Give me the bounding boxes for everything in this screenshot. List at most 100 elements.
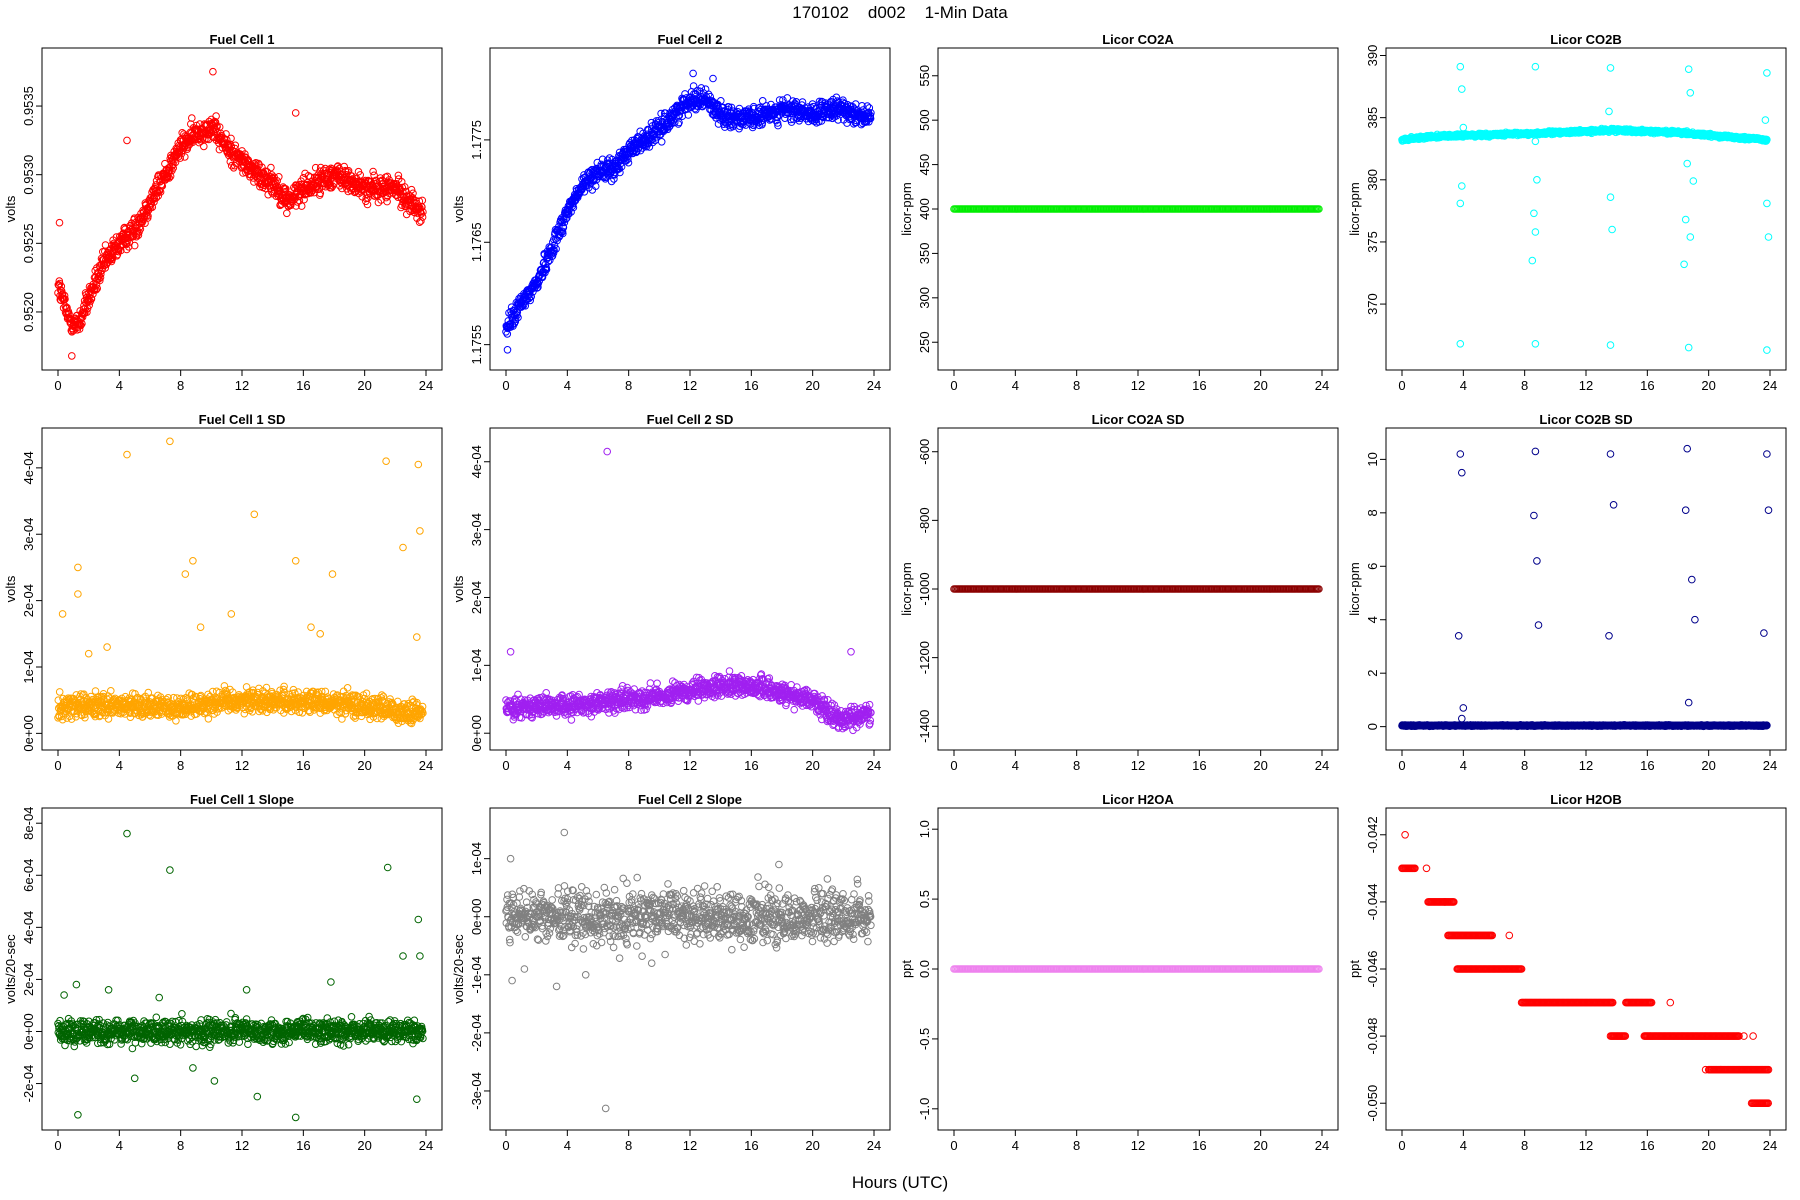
- x-tick-label: 12: [683, 378, 697, 393]
- panel-title: Fuel Cell 2: [657, 32, 722, 47]
- data-point: [68, 352, 76, 360]
- data-point: [419, 208, 427, 216]
- y-tick-label: 3e-04: [21, 518, 36, 551]
- data-points: [1398, 62, 1773, 354]
- data-point: [83, 308, 91, 317]
- y-tick-label: 500: [917, 109, 932, 131]
- data-point: [1458, 85, 1466, 93]
- x-tick-label: 4: [1460, 378, 1467, 393]
- data-point: [283, 209, 291, 218]
- y-tick-label: 4e-04: [469, 445, 484, 478]
- data-point: [55, 218, 64, 227]
- data-point: [96, 273, 105, 282]
- data-point: [74, 590, 82, 598]
- data-point: [418, 213, 427, 221]
- data-point: [1681, 215, 1690, 224]
- data-point: [328, 570, 337, 578]
- data-point: [287, 201, 295, 210]
- data-point: [273, 177, 282, 185]
- data-point: [413, 633, 421, 641]
- data-point: [1763, 346, 1771, 354]
- y-axis-label: licor-ppm: [899, 182, 914, 235]
- figure-title: 170102 d002 1-Min Data: [792, 3, 1008, 22]
- x-tick-label: 24: [1763, 378, 1777, 393]
- x-tick-label: 12: [235, 758, 249, 773]
- y-tick-label: 300: [917, 287, 932, 309]
- data-point: [1606, 193, 1615, 201]
- data-point: [136, 225, 145, 233]
- data-point: [657, 138, 666, 146]
- data-point: [383, 197, 391, 206]
- data-point: [196, 623, 205, 632]
- x-tick-label: 8: [1521, 378, 1528, 393]
- data-point: [1686, 89, 1695, 97]
- x-tick-label: 16: [744, 378, 758, 393]
- data-point: [152, 193, 161, 202]
- y-tick-label: 385: [1365, 107, 1380, 129]
- data-point: [222, 130, 230, 138]
- data-point: [204, 715, 213, 723]
- data-point: [166, 172, 175, 181]
- data-point: [95, 275, 103, 283]
- data-point: [282, 185, 290, 193]
- data-point: [1459, 123, 1468, 132]
- data-point: [195, 138, 203, 147]
- data-point: [172, 717, 180, 725]
- data-point: [149, 193, 158, 202]
- data-point: [416, 527, 424, 535]
- chart-panel: Fuel Cell 20 4 8 12 16 20 241.17551.17651.1775…: [451, 32, 891, 393]
- chart-panel: Fuel Cell 10 4 8 12 16 20 240.95200.95250.9530…: [3, 32, 443, 393]
- data-point: [296, 190, 305, 198]
- data-point: [56, 286, 65, 294]
- data-point: [417, 217, 425, 225]
- panel-title: Fuel Cell 2 SD: [647, 412, 734, 427]
- y-tick-label: 0e+00: [21, 715, 36, 752]
- y-tick-label: 0.9535: [21, 86, 36, 126]
- data-point: [78, 313, 87, 321]
- data-point: [418, 196, 427, 205]
- data-point: [383, 172, 392, 181]
- panel-title: Fuel Cell 1 SD: [199, 412, 286, 427]
- data-point: [709, 74, 717, 83]
- data-point: [1531, 137, 1540, 146]
- data-point: [307, 623, 315, 632]
- x-tick-label: 20: [1253, 378, 1267, 393]
- data-point: [144, 212, 152, 220]
- x-tick-label: 16: [296, 378, 310, 393]
- data-point: [227, 134, 235, 143]
- data-point: [291, 109, 300, 117]
- plot-frame: [1385, 47, 1787, 371]
- data-point: [327, 183, 336, 192]
- y-tick-label: 1e-04: [469, 649, 484, 682]
- data-point: [92, 285, 100, 294]
- data-point: [400, 183, 409, 191]
- x-tick-label: 16: [296, 758, 310, 773]
- data-point: [399, 543, 407, 552]
- x-tick-label: 24: [419, 758, 433, 773]
- y-tick-label: 250: [917, 331, 932, 353]
- y-tick-label: 3e-04: [469, 513, 484, 546]
- data-point: [272, 179, 280, 187]
- data-point: [1683, 159, 1691, 168]
- data-point: [244, 156, 253, 164]
- x-tick-label: 4: [564, 378, 571, 393]
- x-tick-label: 24: [1315, 378, 1329, 393]
- data-point: [130, 241, 139, 250]
- data-point: [689, 69, 697, 78]
- y-tick-label: 390: [1365, 45, 1380, 67]
- data-point: [1684, 343, 1693, 352]
- data-point: [181, 570, 190, 578]
- panel-grid: Fuel Cell 10 4 8 12 16 20 240.95200.95250.9530…: [3, 32, 1787, 1153]
- data-point: [267, 163, 275, 172]
- data-point: [123, 450, 131, 459]
- x-tick-label: 20: [1701, 378, 1715, 393]
- data-point: [503, 346, 512, 354]
- y-tick-label: 4e-04: [21, 451, 36, 484]
- data-point: [181, 153, 189, 161]
- x-tick-label: 24: [867, 378, 881, 393]
- x-tick-label: 12: [1131, 378, 1145, 393]
- y-tick-label: 1e-04: [21, 650, 36, 683]
- data-point: [227, 161, 236, 170]
- y-tick-label: 380: [1365, 169, 1380, 191]
